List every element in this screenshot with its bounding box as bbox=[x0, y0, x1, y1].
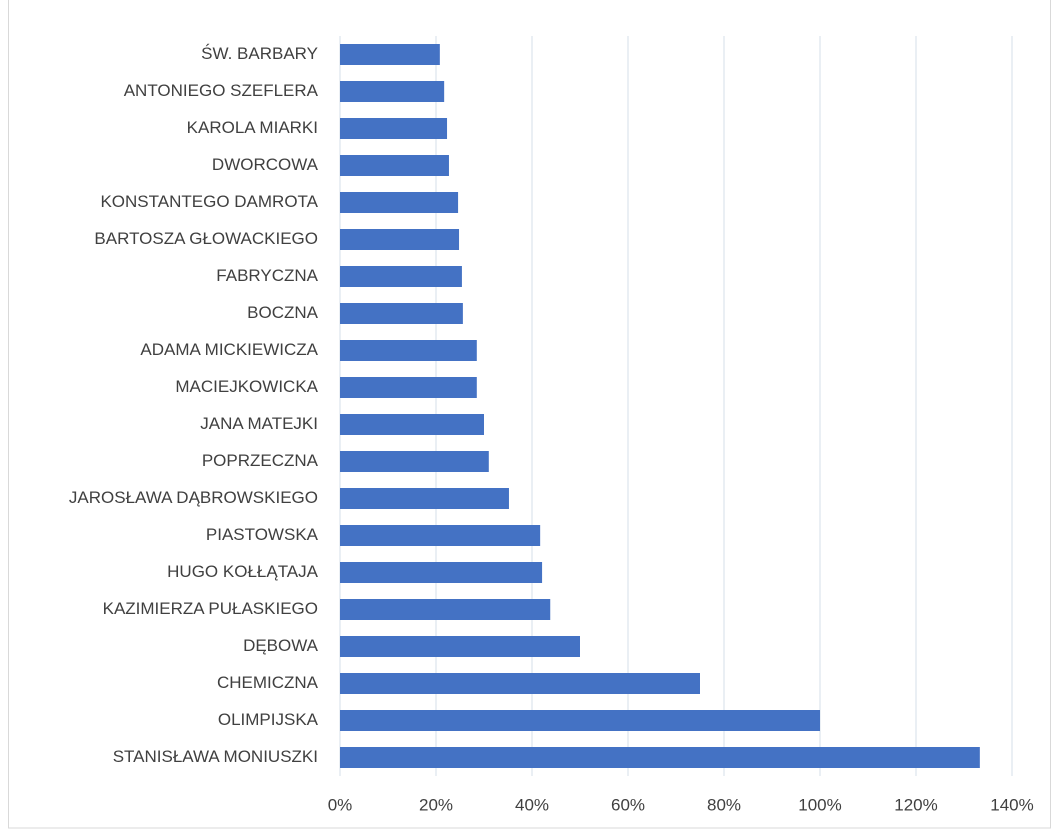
bar bbox=[340, 451, 489, 472]
y-tick-label: DĘBOWA bbox=[243, 636, 319, 655]
bar bbox=[340, 673, 700, 694]
bar bbox=[340, 599, 551, 620]
y-tick-label: KONSTANTEGO DAMROTA bbox=[100, 192, 318, 211]
bar bbox=[340, 303, 463, 324]
y-tick-label: JANA MATEJKI bbox=[200, 414, 318, 433]
chart-frame bbox=[8, 0, 1051, 829]
bar bbox=[340, 192, 459, 213]
x-tick-label: 120% bbox=[894, 795, 937, 814]
x-tick-label: 60% bbox=[611, 795, 645, 814]
y-tick-label: OLIMPIJSKA bbox=[218, 710, 319, 729]
bar bbox=[340, 525, 541, 546]
bar bbox=[340, 377, 477, 398]
x-tick-label: 40% bbox=[515, 795, 549, 814]
y-tick-label: FABRYCZNA bbox=[216, 266, 318, 285]
bar bbox=[340, 636, 580, 657]
bar bbox=[340, 81, 445, 102]
bar bbox=[340, 340, 477, 361]
y-tick-label: ADAMA MICKIEWICZA bbox=[140, 340, 318, 359]
bar bbox=[340, 747, 980, 768]
y-tick-label: CHEMICZNA bbox=[217, 673, 319, 692]
bar bbox=[340, 44, 440, 65]
y-tick-label: PIASTOWSKA bbox=[206, 525, 319, 544]
y-tick-label: BOCZNA bbox=[247, 303, 319, 322]
y-tick-label: MACIEJKOWICKA bbox=[175, 377, 318, 396]
y-tick-label: POPRZECZNA bbox=[202, 451, 319, 470]
bar bbox=[340, 710, 820, 731]
y-tick-label: ŚW. BARBARY bbox=[201, 44, 318, 63]
x-tick-label: 100% bbox=[798, 795, 841, 814]
bars bbox=[340, 44, 980, 768]
x-tick-label: 0% bbox=[328, 795, 353, 814]
bar bbox=[340, 118, 448, 139]
x-tick-label: 80% bbox=[707, 795, 741, 814]
bar bbox=[340, 229, 460, 250]
labels: 0% 20% 40% 60% 80% 100% 120% 140% ŚW. BARBARY ANT… bbox=[69, 44, 1034, 815]
x-tick-label: 20% bbox=[419, 795, 453, 814]
y-tick-label: ANTONIEGO SZEFLERA bbox=[124, 81, 319, 100]
x-tick-label: 140% bbox=[990, 795, 1033, 814]
y-tick-label: KAROLA MIARKI bbox=[187, 118, 318, 137]
bar bbox=[340, 414, 484, 435]
bar bbox=[340, 266, 462, 287]
bar bbox=[340, 155, 449, 176]
y-tick-label: STANISŁAWA MONIUSZKI bbox=[113, 747, 318, 766]
y-tick-label: KAZIMIERZA PUŁASKIEGO bbox=[103, 599, 318, 618]
bar bbox=[340, 562, 543, 583]
bar bbox=[340, 488, 509, 509]
y-tick-label: DWORCOWA bbox=[212, 155, 319, 174]
y-tick-label: JAROSŁAWA DĄBROWSKIEGO bbox=[69, 488, 318, 507]
y-tick-label: HUGO KOŁŁĄTAJA bbox=[167, 562, 318, 581]
y-tick-label: BARTOSZA GŁOWACKIEGO bbox=[94, 229, 318, 248]
